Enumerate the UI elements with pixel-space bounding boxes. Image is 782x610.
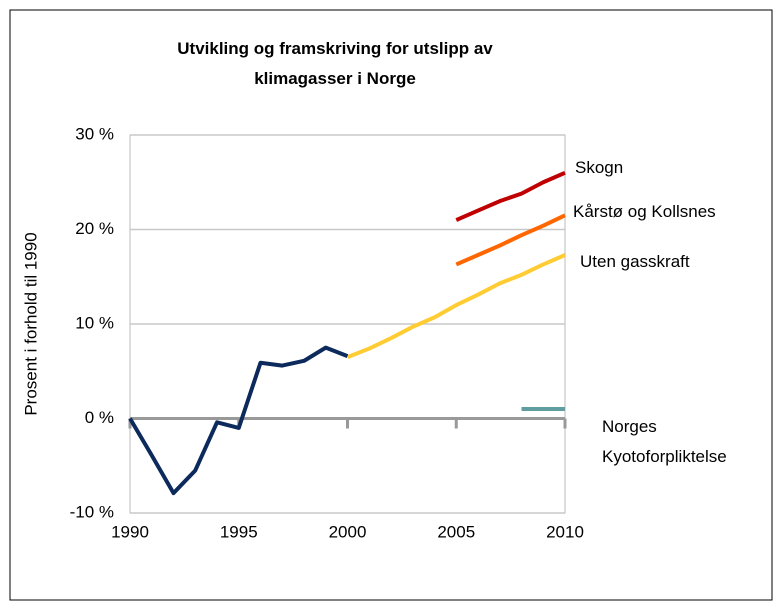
y-tick-label: -10 % (70, 502, 114, 521)
series-line (128, 345, 349, 496)
series-label: Uten gasskraft (580, 252, 690, 271)
series-label: Skogn (575, 158, 624, 177)
y-tick-label: 0 % (85, 408, 114, 427)
chart-title: Utvikling og framskriving for utslipp av… (177, 39, 493, 88)
x-tick-label: 1990 (111, 522, 149, 541)
series-label: Norges Kyotoforpliktelse (602, 417, 727, 466)
x-tick-label: 1995 (220, 522, 258, 541)
y-axis-label: Prosent i forhold til 1990 (21, 232, 40, 415)
series-line (455, 170, 566, 222)
x-tick-label: 2010 (546, 522, 584, 541)
series-label: Kårstø og Kollsnes (573, 202, 716, 221)
x-tick-label: 2005 (437, 522, 475, 541)
series-line (346, 253, 566, 359)
x-tick-label: 2000 (329, 522, 367, 541)
y-tick-label: 30 % (75, 124, 114, 143)
series-line (455, 213, 566, 267)
y-tick-label: 20 % (75, 219, 114, 238)
y-tick-label: 10 % (75, 313, 114, 332)
